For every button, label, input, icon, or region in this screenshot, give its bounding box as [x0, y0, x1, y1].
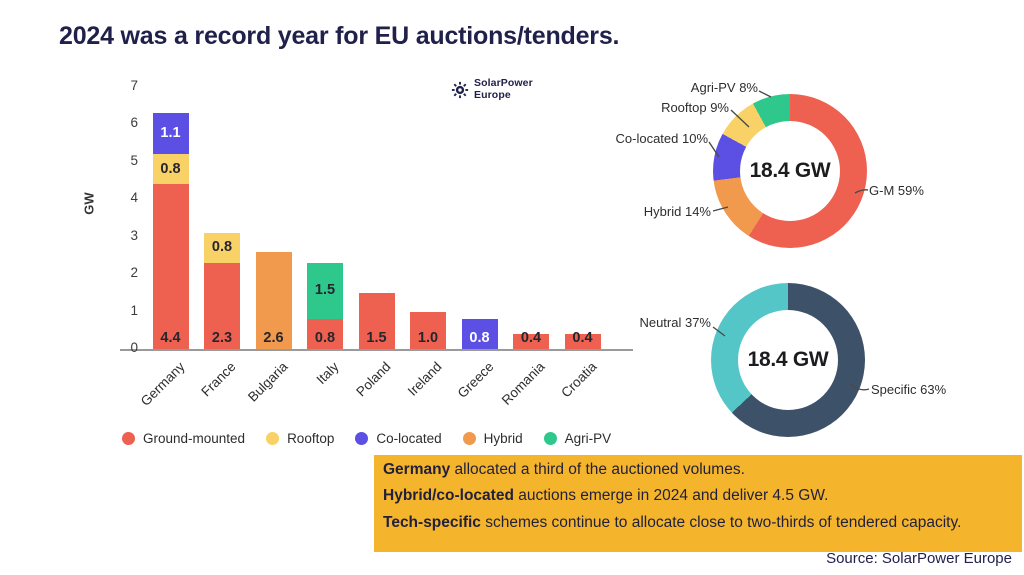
y-axis-tick: 0 [130, 340, 138, 355]
legend-dot [122, 432, 135, 445]
bar-segment-ground-mounted [152, 184, 189, 349]
donut-chart-scheme: 18.4 GW [711, 283, 865, 437]
callout-rest: schemes continue to allocate close to tw… [480, 513, 962, 531]
x-axis-line [120, 349, 633, 351]
bar-value-label: 1.1 [160, 124, 181, 141]
bar-segment-ground-mounted [513, 334, 549, 349]
donut-segment-label: Neutral 37% [639, 315, 711, 330]
donut-center-total: 18.4 GW [747, 348, 829, 371]
logo-line2: Europe [474, 88, 511, 101]
y-axis-tick: 3 [130, 227, 138, 243]
legend-label: Ground-mounted [143, 431, 246, 446]
callout-box: Germany allocated a third of the auction… [374, 455, 1022, 552]
y-axis-tick: 6 [130, 115, 138, 130]
legend-label: Co-located [376, 431, 442, 446]
y-axis-tick: 4 [130, 190, 138, 205]
legend-item-hybrid: Hybrid [462, 431, 523, 446]
callout-rest: allocated a third of the auctioned volum… [450, 461, 745, 478]
bar-segment-rooftop [152, 154, 189, 184]
y-axis-tick: 7 [130, 77, 138, 93]
donut-hole [740, 121, 840, 221]
donut-segment-label: Co-located 10% [615, 131, 709, 146]
bar-segment-ground-mounted [358, 292, 395, 349]
callout-line: Hybrid/co-located auctions emerge in 202… [383, 487, 991, 506]
legend-label: Agri-PV [564, 431, 612, 446]
callout-line: Germany allocated a third of the auction… [383, 461, 991, 480]
legend-label: Rooftop [287, 431, 335, 446]
legend-dot [355, 432, 369, 445]
bar-segment-rooftop [204, 232, 240, 263]
bar-value-label: 2.3 [211, 330, 233, 346]
bar-value-label: 1.5 [366, 330, 387, 346]
bar-value-label: 0.8 [211, 239, 233, 256]
legend-item-ground-mounted: Ground-mounted [122, 431, 245, 446]
bar-segment-agri-pv [307, 262, 343, 319]
callout-lead: Tech-specific [383, 513, 481, 531]
bar-value-label: 0.8 [469, 330, 490, 346]
donut-hole [738, 310, 838, 410]
logo: SolarPower Europe [451, 77, 533, 102]
donut-segment-label: G-M 59% [869, 183, 924, 198]
donut-center-total: 18.4 GW [749, 159, 831, 182]
bar-segment-ground-mounted [204, 262, 240, 349]
bar-value-label: 0.8 [160, 160, 181, 177]
donut-segment-label: Agri-PV 8% [690, 80, 758, 95]
bar-value-label: 0.4 [572, 330, 593, 346]
bar-value-label: 4.4 [160, 330, 181, 346]
legend-dot [462, 432, 476, 445]
logo-line1: SolarPower [474, 77, 533, 89]
bar-segment-hybrid [255, 251, 292, 349]
y-axis-tick: 2 [130, 265, 138, 280]
logo-text: SolarPower Europe [474, 77, 533, 102]
y-axis-tick: 1 [130, 302, 138, 318]
legend-dot [266, 432, 280, 445]
y-axis-tick: 5 [130, 152, 138, 168]
donut-segment-label: Specific 63% [871, 382, 947, 397]
callout-lead: Hybrid/co-located [383, 487, 514, 505]
bar-value-label: 0.4 [520, 330, 542, 346]
bar-segment-co-located [152, 112, 189, 154]
bar-chart-legend: Ground-mounted Rooftop Co-located Hybrid Agr… [122, 431, 611, 446]
callout-line: Tech-specific schemes continue to alloca… [383, 514, 991, 533]
page-title: 2024 was a record year for EU auctions/t… [59, 22, 620, 50]
bar-value-label: 0.8 [314, 330, 336, 346]
source-note: Source: SolarPower Europe [826, 550, 1012, 567]
donut-segment-label: Rooftop 9% [661, 100, 729, 115]
callout-lead: Germany [383, 461, 451, 478]
callout-rest: auctions emerge in 2024 and deliver 4.5 … [513, 487, 829, 505]
bar-segment-ground-mounted [307, 319, 343, 349]
bar-segment-ground-mounted [410, 311, 446, 349]
bar-value-label: 1.5 [314, 282, 336, 299]
bar-value-label: 2.6 [263, 330, 284, 346]
bar-segment-ground-mounted [564, 334, 601, 349]
legend-dot [543, 432, 557, 445]
bar-value-label: 1.0 [417, 330, 439, 346]
sun-icon [451, 81, 469, 98]
legend-item-co-located: Co-located [355, 431, 442, 446]
legend-item-rooftop: Rooftop [266, 431, 334, 446]
legend-label: Hybrid [483, 431, 523, 446]
legend-item-agri-pv: Agri-PV [543, 431, 612, 446]
bar-segment-co-located [461, 319, 498, 349]
donut-segment-label: Hybrid 14% [643, 204, 711, 219]
